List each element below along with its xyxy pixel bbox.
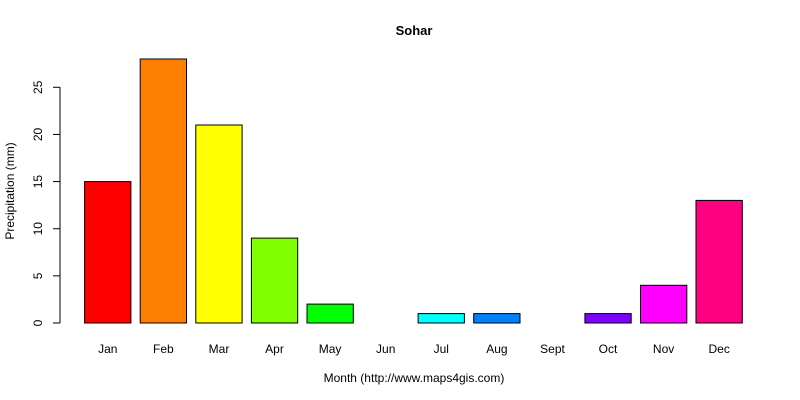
bar-feb xyxy=(139,58,187,324)
x-tick-label: Jun xyxy=(376,342,395,356)
x-tick-label: Dec xyxy=(709,342,730,356)
bar-dec xyxy=(695,199,743,324)
bar-may xyxy=(306,303,354,324)
x-tick-label: Mar xyxy=(209,342,230,356)
x-tick-label: May xyxy=(319,342,342,356)
bar-aug xyxy=(473,313,521,324)
x-tick-label: Sept xyxy=(540,342,565,356)
y-tick-label: 5 xyxy=(31,272,45,279)
x-tick-label: Aug xyxy=(486,342,507,356)
chart-title: Sohar xyxy=(396,23,433,38)
x-axis-label: Month (http://www.maps4gis.com) xyxy=(324,371,505,385)
x-tick-label: Nov xyxy=(653,342,674,356)
y-tick-label: 25 xyxy=(31,80,45,94)
y-tick-label: 20 xyxy=(31,127,45,141)
x-tick-label: Jan xyxy=(98,342,117,356)
y-tick-label: 15 xyxy=(31,175,45,189)
x-tick-label: Apr xyxy=(265,342,284,356)
bar-mar xyxy=(195,124,243,324)
y-axis-label: Precipitation (mm) xyxy=(3,142,17,239)
bar-jan xyxy=(84,181,132,324)
bar-jul xyxy=(417,313,465,324)
x-tick-label: Jul xyxy=(434,342,449,356)
y-axis: 0 5 10 15 20 25 xyxy=(31,80,61,326)
x-tick-label: Feb xyxy=(153,342,174,356)
bar-apr xyxy=(250,237,299,324)
bar-nov xyxy=(640,284,688,324)
y-tick-label: 0 xyxy=(31,319,45,326)
x-tick-label: Oct xyxy=(599,342,618,356)
y-tick-label: 10 xyxy=(31,222,45,236)
bars-group xyxy=(84,58,743,324)
bar-oct xyxy=(584,313,632,324)
x-axis-labels: Jan Feb Mar Apr May Jun Jul Aug Sept Oct Nov Dec xyxy=(98,342,730,356)
